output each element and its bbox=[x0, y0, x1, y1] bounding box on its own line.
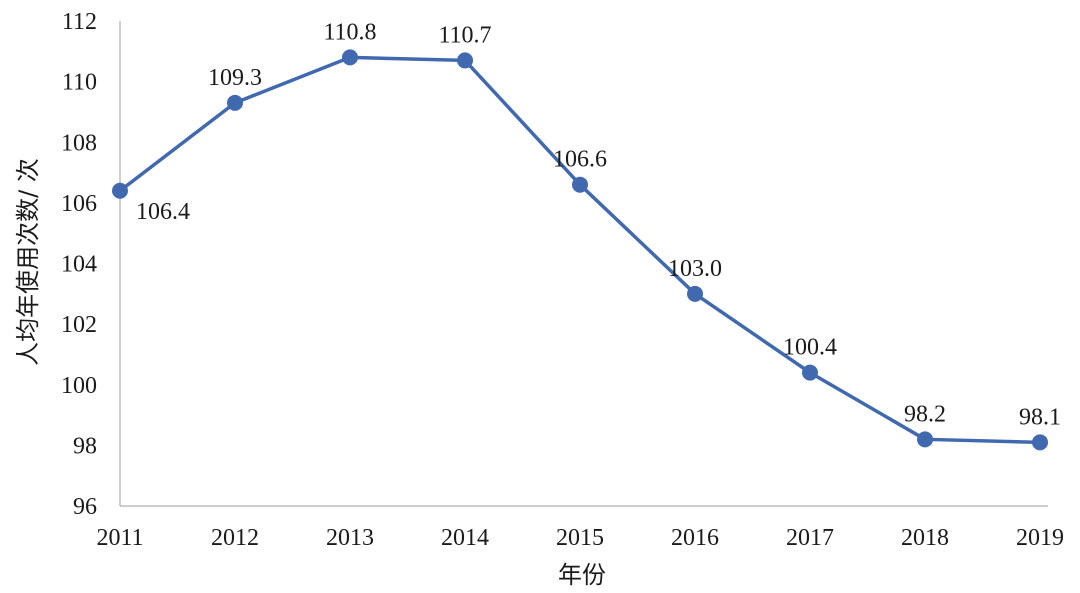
x-axis-title: 年份 bbox=[558, 561, 606, 589]
y-tick-label: 98 bbox=[73, 433, 97, 459]
data-points bbox=[112, 49, 1048, 451]
data-point bbox=[1032, 434, 1048, 451]
data-label: 98.1 bbox=[1019, 404, 1061, 430]
axes bbox=[119, 21, 1048, 507]
y-tick-labels: 96 98 100 102 104 106 108 110 112 bbox=[61, 9, 97, 520]
y-tick-label: 110 bbox=[62, 70, 97, 96]
x-tick-label: 2013 bbox=[326, 525, 374, 551]
data-label: 98.2 bbox=[904, 401, 946, 427]
x-tick-labels: 2011 2012 2013 2014 2015 2016 2017 2018 2019 bbox=[96, 525, 1064, 551]
data-point bbox=[802, 364, 818, 381]
y-tick-label: 100 bbox=[61, 373, 97, 399]
x-tick-label: 2016 bbox=[671, 525, 719, 551]
x-tick-label: 2018 bbox=[901, 525, 949, 551]
data-label: 110.8 bbox=[323, 19, 376, 45]
y-tick-label: 104 bbox=[61, 252, 97, 278]
data-label: 100.4 bbox=[783, 335, 837, 361]
data-point bbox=[572, 176, 588, 193]
x-tick-label: 2019 bbox=[1016, 525, 1064, 551]
y-tick-label: 108 bbox=[61, 130, 97, 156]
data-label: 106.6 bbox=[553, 147, 607, 173]
data-labels: 106.4 109.3 110.8 110.7 106.6 103.0 100.4 98.2 9… bbox=[136, 19, 1061, 430]
y-tick-label: 96 bbox=[73, 494, 97, 520]
x-tick-label: 2017 bbox=[786, 525, 834, 551]
data-point bbox=[342, 49, 358, 66]
x-tick-label: 2014 bbox=[441, 525, 489, 551]
y-axis-title: 人均年使用次数/ 次 bbox=[14, 158, 42, 366]
data-label: 110.7 bbox=[438, 22, 491, 48]
data-point bbox=[112, 182, 128, 199]
data-label: 103.0 bbox=[668, 256, 722, 282]
data-point bbox=[687, 285, 703, 302]
y-tick-label: 112 bbox=[62, 9, 97, 35]
x-tick-label: 2015 bbox=[556, 525, 604, 551]
y-tick-label: 102 bbox=[61, 312, 97, 338]
x-tick-label: 2012 bbox=[211, 525, 259, 551]
y-tick-label: 106 bbox=[61, 191, 97, 217]
x-tick-label: 2011 bbox=[96, 525, 143, 551]
data-point bbox=[917, 431, 933, 448]
data-point bbox=[227, 94, 243, 111]
data-point bbox=[457, 52, 473, 69]
data-label: 109.3 bbox=[208, 65, 262, 91]
data-label: 106.4 bbox=[136, 199, 190, 225]
series-line bbox=[118, 55, 1041, 445]
